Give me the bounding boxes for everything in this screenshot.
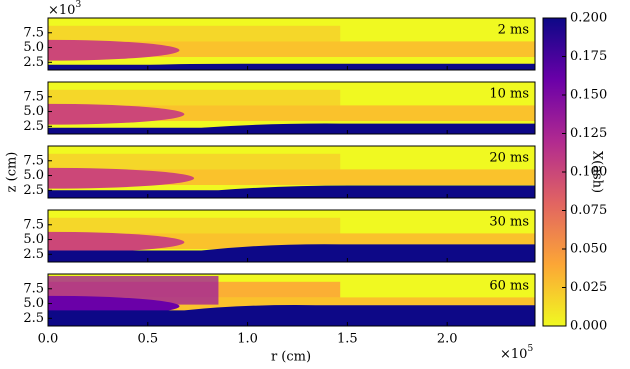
- y-tick-label: 2.5: [23, 311, 44, 326]
- y-offset: ×103: [48, 0, 81, 18]
- ash-bulge: [48, 39, 180, 61]
- y-tick-label: 7.5: [23, 153, 44, 168]
- x-axis-label: r (cm): [271, 350, 311, 365]
- ash-layer: [48, 244, 535, 262]
- y-tick-label: 2.5: [23, 247, 44, 262]
- panel-label: 60 ms: [489, 279, 529, 294]
- panel-label: 30 ms: [489, 215, 529, 230]
- ash-bulge: [48, 103, 185, 125]
- ash-layer: [48, 185, 535, 198]
- heatmap: [48, 146, 535, 198]
- ash-bulge: [48, 167, 195, 189]
- frame: [47, 273, 536, 327]
- x-tick-label: 2.0: [437, 332, 458, 347]
- y-tick-label: 2.5: [23, 183, 44, 198]
- frame: [47, 81, 536, 135]
- ash-layer: [48, 123, 535, 134]
- panel: 20 ms 2.55.07.5: [23, 145, 536, 199]
- heatmap: [48, 18, 535, 70]
- colorbar-tick-label: 0.075: [570, 203, 607, 218]
- colorbar-tick-label: 0.150: [570, 88, 607, 103]
- colorbar-tick-label: 0.025: [570, 280, 607, 295]
- y-tick-label: 2.5: [23, 55, 44, 70]
- panel: 30 ms 2.55.07.5: [23, 209, 536, 263]
- y-tick-label: 5.0: [23, 168, 44, 183]
- band: [48, 153, 341, 170]
- x-tick-label: 1.5: [337, 332, 358, 347]
- heatmap: [48, 82, 535, 134]
- y-tick-label: 7.5: [23, 281, 44, 296]
- y-tick-label: 7.5: [23, 25, 44, 40]
- frame: [47, 17, 536, 71]
- ash-layer: [48, 63, 535, 70]
- colorbar-tick-label: 0.100: [570, 165, 607, 180]
- x-offset-exp: 5: [527, 344, 533, 354]
- y-offset-exp: 3: [75, 0, 81, 10]
- y-axis-label: z (cm): [5, 152, 20, 193]
- panel-label: 20 ms: [489, 151, 529, 166]
- colorbar-tick-label: 0.050: [570, 242, 607, 257]
- band: [48, 217, 341, 234]
- colorbar-tick-label: 0.000: [570, 319, 607, 334]
- y-tick-label: 2.5: [23, 119, 44, 134]
- frame: [47, 209, 536, 263]
- panel-label: 2 ms: [498, 23, 529, 38]
- band: [48, 89, 341, 106]
- y-tick-label: 7.5: [23, 89, 44, 104]
- x-offset: ×105: [500, 344, 533, 362]
- y-tick-label: 5.0: [23, 104, 44, 119]
- panel: 2 ms 2.55.07.5: [23, 17, 536, 71]
- y-tick-label: 5.0: [23, 232, 44, 247]
- y-offset-base: ×10: [48, 3, 75, 18]
- ash-bulge: [48, 231, 185, 253]
- x-tick-label: 0.5: [137, 332, 158, 347]
- y-tick-label: 5.0: [23, 40, 44, 55]
- panel-label: 10 ms: [489, 87, 529, 102]
- colorbar-tick-label: 0.200: [570, 11, 607, 26]
- heatmap: [48, 274, 535, 326]
- colorbar-label: X(ash): [590, 151, 605, 193]
- colorbar-tick-label: 0.125: [570, 126, 607, 141]
- heatmap: [48, 210, 535, 262]
- panel: 10 ms 2.55.07.5: [23, 81, 536, 135]
- frame: [47, 145, 536, 199]
- panel: 60 ms 2.55.07.5 0.0 0.5 1.0 1.5 2.0: [23, 273, 536, 347]
- x-tick-label: 0.0: [38, 332, 59, 347]
- ash-layer: [48, 305, 535, 326]
- y-tick-label: 5.0: [23, 296, 44, 311]
- colorbar-tick-label: 0.175: [570, 49, 607, 64]
- band: [48, 25, 341, 42]
- x-offset-base: ×10: [500, 347, 527, 362]
- y-tick-label: 7.5: [23, 217, 44, 232]
- x-tick-label: 1.0: [237, 332, 258, 347]
